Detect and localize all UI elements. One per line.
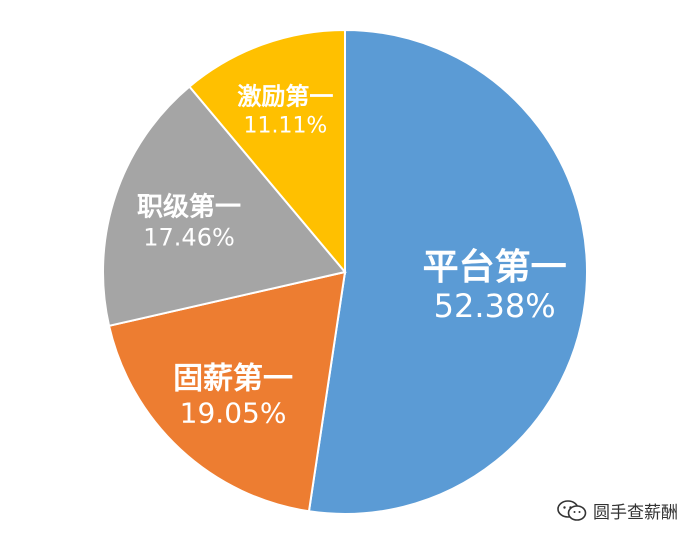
pie-slice [188, 28, 346, 275]
slice-value-label: 17.46% [143, 224, 235, 252]
slice-value-label: 19.05% [180, 397, 287, 430]
slice-label: 职级第一 [137, 192, 241, 223]
wechat-icon [557, 499, 587, 521]
pie-slice [307, 28, 588, 515]
slice-value-label: 11.11% [243, 113, 327, 138]
watermark-text: 圆手查薪酬 [593, 503, 678, 523]
pie-slice [107, 270, 347, 513]
slice-value-label: 52.38% [434, 287, 556, 325]
slices-layer [102, 28, 588, 515]
slice-label: 激励第一 [237, 82, 333, 110]
pie-slice [102, 85, 347, 328]
slice-label: 平台第一 [423, 247, 567, 288]
slice-label: 固薪第一 [173, 362, 293, 397]
watermark: 圆手查薪酬 [557, 498, 678, 523]
